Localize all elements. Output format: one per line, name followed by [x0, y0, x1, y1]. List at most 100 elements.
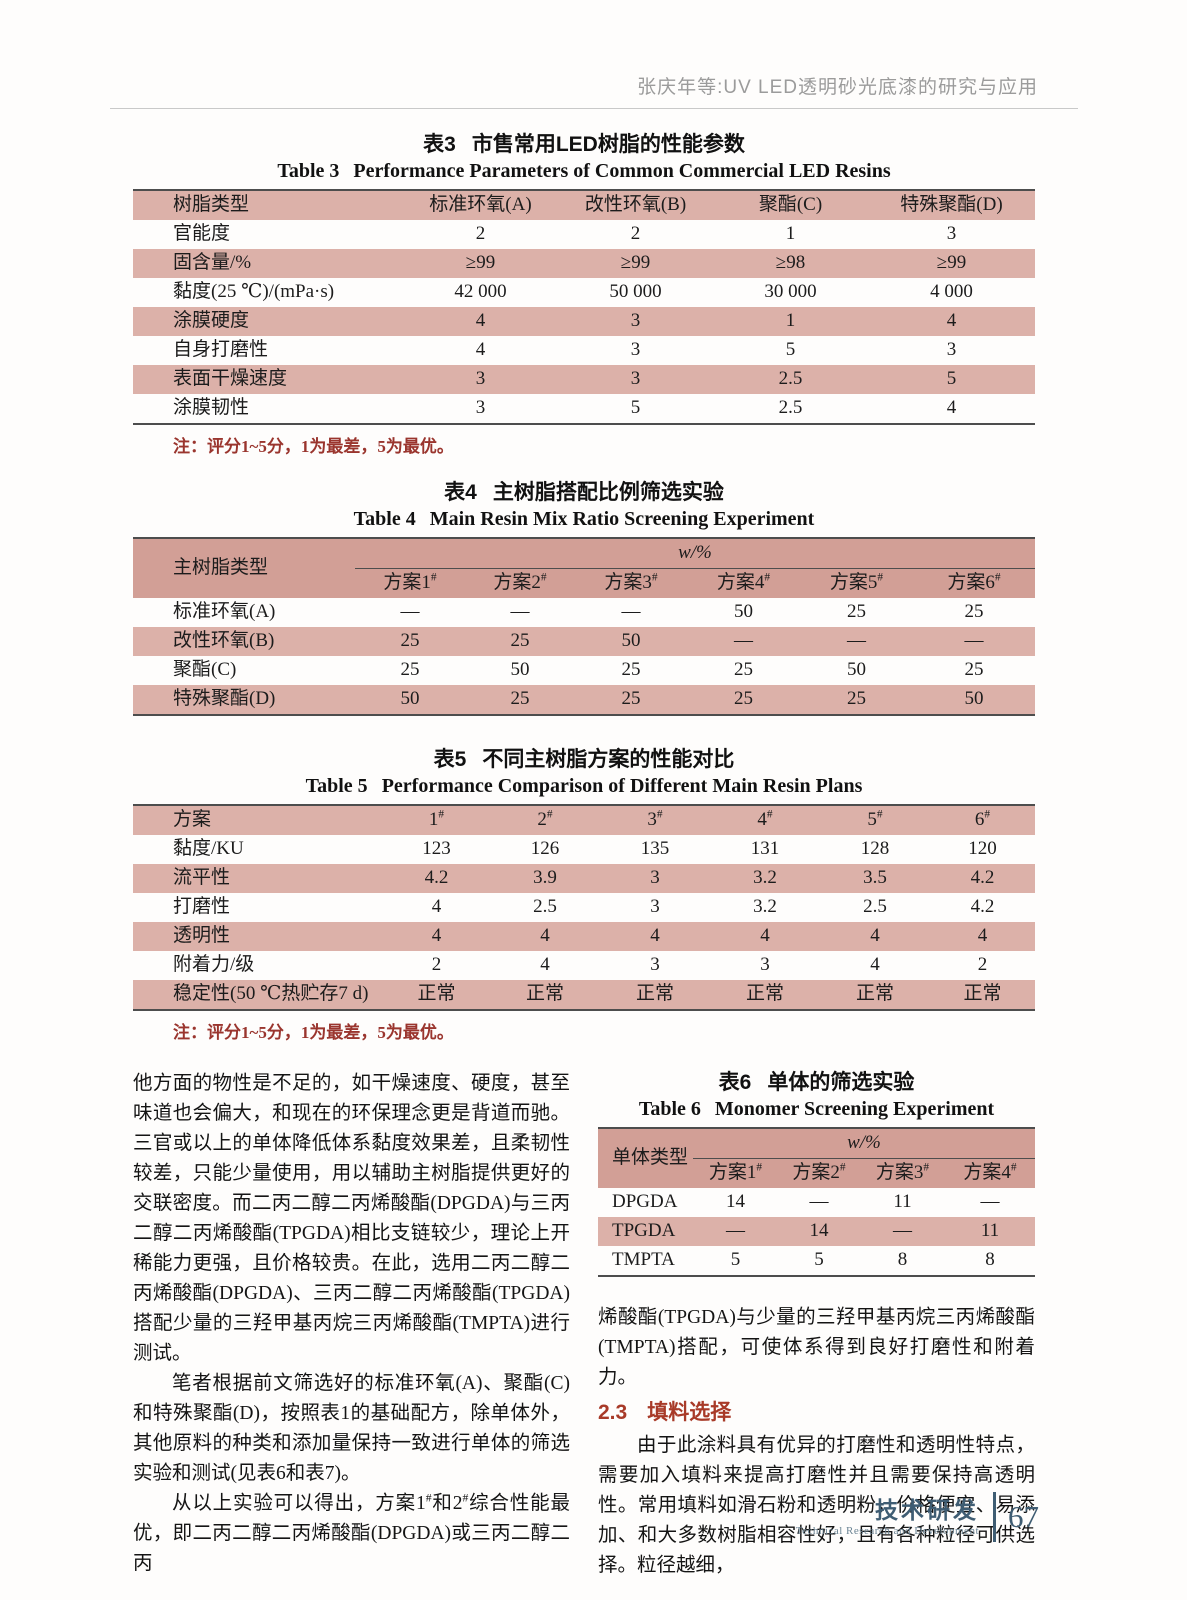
table4-zh-label: 表4: [444, 481, 477, 504]
table6-title-en: Table 6 Monomer Screening Experiment: [598, 1096, 1035, 1123]
row-label: 改性环氧(B): [173, 630, 275, 652]
cell-value: 25: [621, 659, 641, 681]
cell-value: 50: [964, 688, 984, 710]
cell-value: 2.5: [778, 397, 803, 419]
cell-value: 2.5: [778, 368, 803, 390]
table3-header-row: 树脂类型 标准环氧(A) 改性环氧(B) 聚酯(C) 特殊聚酯(D): [133, 190, 1035, 220]
cell-value: 131: [750, 838, 780, 860]
cell-value: 2: [475, 223, 486, 245]
cell-value: 正常: [525, 983, 564, 1005]
table4: 主树脂类型 w/% 方案1# 方案2# 方案3# 方案4# 方案5# 方案6# 标准环氧(…: [133, 537, 1035, 716]
table4-title-zh: 表4 主树脂搭配比例筛选实验: [133, 479, 1035, 506]
table4-zh-text: 主树脂搭配比例筛选实验: [492, 481, 724, 504]
row-label: 涂膜硬度: [173, 310, 250, 332]
cell-value: 3: [630, 339, 641, 361]
column-header: 树脂类型: [173, 194, 250, 216]
page-footer: 技术研发 Technical Research and Development …: [796, 1492, 1039, 1542]
table-row: 涂膜韧性 3 5 2.5 4: [133, 394, 1035, 424]
table5-title-en: Table 5 Performance Comparison of Differe…: [133, 773, 1035, 800]
cell-value: 3.2: [753, 896, 777, 918]
row-label: 固含量/%: [173, 252, 252, 274]
table3-section: 表3 市售常用LED树脂的性能参数 Table 3 Performance Para…: [133, 131, 1035, 457]
table3-zh-label: 表3: [423, 133, 456, 156]
cell-value: 25: [734, 688, 753, 710]
table6-plans-row: 方案1# 方案2# 方案3# 方案4#: [598, 1158, 1035, 1188]
page-header: 张庆年等:UV LED透明砂光底漆的研究与应用: [110, 0, 1078, 109]
header-rule: [110, 108, 1078, 109]
cell-value: 50: [510, 659, 530, 681]
cell-value: 3: [630, 368, 641, 390]
cell-value: 4: [475, 310, 486, 332]
row-label: 特殊聚酯(D): [173, 688, 276, 710]
column-header: 方案4#: [687, 568, 800, 598]
cell-value: —: [510, 601, 530, 623]
row-label: 黏度(25 ℃)/(mPa·s): [173, 281, 335, 303]
cell-value: 50: [847, 659, 866, 681]
table4-section: 表4 主树脂搭配比例筛选实验 Table 4 Main Resin Mix Rati…: [133, 479, 1035, 716]
cell-value: 8: [897, 1249, 908, 1271]
row-label: 聚酯(C): [173, 659, 237, 681]
table-row: TMPTA 5 5 8 8: [598, 1246, 1035, 1276]
cell-value: 135: [640, 838, 670, 860]
cell-value: 4.2: [970, 896, 995, 918]
table5-body: 黏度/KU 123 126 135 131 128 120 流平性 4.2 3.9 3 3.2 3.5 4…: [133, 835, 1035, 1010]
cell-value: ≥99: [620, 252, 651, 274]
column-header: 3#: [647, 808, 663, 831]
row-label: 黏度/KU: [173, 838, 244, 860]
table5-en-text: Performance Comparison of Different Main…: [381, 775, 863, 797]
running-head: 张庆年等:UV LED透明砂光底漆的研究与应用: [637, 77, 1038, 98]
table-row: 官能度 2 2 1 3: [133, 220, 1035, 249]
cell-value: 2.5: [533, 896, 557, 918]
column-header: 标准环氧(A): [429, 194, 532, 216]
table6-zh-text: 单体的筛选实验: [767, 1071, 915, 1094]
row-label: 流平性: [173, 867, 231, 889]
cell-value: 25: [400, 659, 420, 681]
table3-title-zh: 表3 市售常用LED树脂的性能参数: [133, 131, 1035, 158]
table-row: 聚酯(C) 25 50 25 25 50 25: [133, 656, 1035, 685]
table4-plans-row: 方案1# 方案2# 方案3# 方案4# 方案5# 方案6#: [133, 568, 1035, 598]
table5-head: 方案 1# 2# 3# 4# 5# 6#: [133, 805, 1035, 835]
row-label: TPGDA: [612, 1220, 676, 1242]
section-number: 2.3: [598, 1401, 628, 1424]
table-row: 附着力/级 2 4 3 3 4 2: [133, 951, 1035, 980]
cell-value: 3: [630, 310, 641, 332]
column-header: 方案1#: [355, 568, 465, 598]
table6-head: 单体类型 w/% 方案1# 方案2# 方案3# 方案4#: [598, 1128, 1035, 1188]
table4-stub-header: 主树脂类型: [133, 538, 355, 598]
cell-value: —: [400, 601, 420, 623]
cell-value: 50: [734, 601, 753, 623]
cell-value: 4: [870, 954, 880, 976]
table4-body: 标准环氧(A) — — — 50 25 25 改性环氧(B) 25 25 50 — — — 聚酯(C) 25 5…: [133, 598, 1035, 715]
paragraph: 笔者根据前文筛选好的标准环氧(A)、聚酯(C)和特殊聚酯(D)，按照表1的基础配…: [133, 1373, 570, 1484]
cell-value: 1: [785, 223, 796, 245]
column-header: 方案2#: [778, 1158, 860, 1188]
table-row: 改性环氧(B) 25 25 50 — — —: [133, 627, 1035, 656]
row-label: 透明性: [173, 925, 231, 947]
cell-value: —: [893, 1220, 912, 1242]
cell-value: 正常: [745, 983, 784, 1005]
column-header: 方案3#: [860, 1158, 945, 1188]
cell-value: 25: [847, 688, 866, 710]
table6-en-label: Table 6: [638, 1098, 701, 1120]
table-row: 特殊聚酯(D) 50 25 25 25 25 50: [133, 685, 1035, 715]
table5-note: 注：评分1~5分，1为最差，5为最优。: [173, 1023, 454, 1042]
table6-body: DPGDA 14 — 11 — TPGDA — 14 — 11 TMPTA 5 5 8 8: [598, 1188, 1035, 1276]
column-header: 6#: [974, 808, 991, 831]
table5-header-row: 方案 1# 2# 3# 4# 5# 6#: [133, 805, 1035, 835]
table6-en-text: Monomer Screening Experiment: [714, 1098, 995, 1120]
cell-value: 4: [431, 925, 442, 947]
table3-title-en: Table 3 Performance Parameters of Common …: [133, 158, 1035, 185]
row-label: DPGDA: [612, 1191, 678, 1213]
paragraph: 从以上实验可以得出，方案1#和2#综合性能最优，即二丙二醇二丙烯酸酯(DPGDA…: [133, 1491, 570, 1574]
table5-section: 表5 不同主树脂方案的性能对比 Table 5 Performance Compar…: [133, 746, 1035, 1043]
cell-value: 8: [985, 1249, 995, 1271]
cell-value: 126: [530, 838, 560, 860]
column-header: 方案2#: [465, 568, 575, 598]
cell-value: 14: [726, 1191, 745, 1213]
cell-value: 3: [946, 339, 957, 361]
table3: 树脂类型 标准环氧(A) 改性环氧(B) 聚酯(C) 特殊聚酯(D) 官能度 2 2 1 3 固含…: [133, 189, 1035, 425]
cell-value: 1: [785, 310, 796, 332]
cell-value: 25: [510, 688, 530, 710]
cell-value: ≥99: [936, 252, 967, 274]
